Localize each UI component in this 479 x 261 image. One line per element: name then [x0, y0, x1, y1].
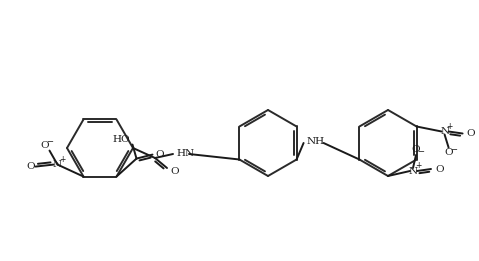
Text: −: − [46, 137, 53, 146]
Text: O: O [444, 148, 453, 157]
Text: N: N [53, 160, 62, 169]
Text: +: + [446, 122, 453, 131]
Text: O: O [40, 141, 49, 150]
Text: +: + [59, 155, 66, 164]
Text: HN: HN [176, 150, 194, 158]
Text: +: + [415, 162, 421, 170]
Text: HO: HO [113, 135, 130, 144]
Text: N: N [409, 167, 418, 175]
Text: O: O [467, 129, 475, 138]
Text: O: O [26, 162, 35, 171]
Text: −: − [450, 145, 457, 154]
Text: O: O [170, 167, 179, 175]
Text: O: O [156, 150, 164, 159]
Text: −: − [418, 147, 424, 157]
Text: O: O [411, 145, 420, 155]
Text: O: O [435, 164, 444, 174]
Text: NH: NH [307, 137, 325, 145]
Text: N: N [440, 127, 449, 136]
